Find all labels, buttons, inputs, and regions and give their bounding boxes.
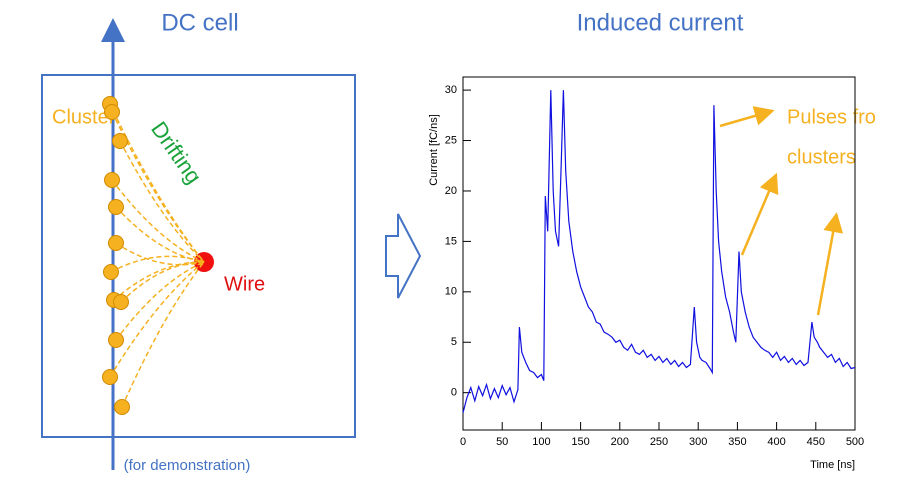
note: (for demonstration) — [124, 457, 251, 474]
diagram-title: DC cell — [161, 9, 238, 36]
wire-label: Wire — [224, 273, 265, 295]
cluster-label: Cluster — [52, 106, 116, 128]
electron-cluster — [114, 399, 130, 415]
cell-box — [41, 74, 356, 438]
drift-path — [115, 242, 205, 266]
electron-cluster — [108, 332, 124, 348]
annotation-arrow — [719, 106, 775, 128]
annotation: Pulses fro — [787, 106, 876, 128]
x-axis-label: Time [ns] — [810, 459, 855, 471]
x-tick-label: 300 — [689, 436, 707, 448]
electron-cluster — [102, 369, 118, 385]
annotation-arrow — [816, 212, 844, 316]
chart-title: Induced current — [577, 9, 744, 36]
x-tick-label: 500 — [846, 436, 864, 448]
electron-cluster — [112, 133, 128, 149]
x-tick-label: 50 — [496, 436, 508, 448]
electron-cluster — [108, 235, 124, 251]
drift-label: Drifting — [146, 117, 206, 188]
y-tick-label: 30 — [445, 84, 457, 96]
x-tick-label: 200 — [611, 436, 629, 448]
electron-cluster — [103, 264, 119, 280]
x-tick-label: 150 — [571, 436, 589, 448]
y-tick-label: 5 — [451, 336, 457, 348]
y-tick-label: 15 — [445, 235, 457, 247]
drift-path — [119, 140, 205, 263]
x-tick-label: 350 — [728, 436, 746, 448]
drift-path — [115, 261, 205, 341]
drift-path — [113, 261, 205, 301]
drift-path — [109, 103, 205, 263]
drift-path — [109, 261, 205, 378]
y-tick-label: 0 — [451, 387, 457, 399]
y-axis-label: Current [fC/ns] — [428, 114, 440, 186]
flow-arrow — [385, 213, 422, 299]
drift-path — [111, 179, 205, 263]
drift-path — [121, 261, 205, 408]
annotation: clusters — [787, 146, 856, 168]
y-tick-label: 10 — [445, 286, 457, 298]
drift-path — [120, 261, 205, 303]
current-trace — [462, 90, 856, 414]
chart: Induced current Current [fC/ns] Time [ns… — [428, 9, 876, 471]
drift-path — [110, 255, 205, 273]
electron-cluster — [104, 172, 120, 188]
electron-cluster — [108, 199, 124, 215]
x-tick-label: 250 — [650, 436, 668, 448]
x-tick-label: 100 — [532, 436, 550, 448]
plot-frame — [462, 76, 856, 431]
electron-cluster — [104, 104, 120, 120]
drift-path — [115, 206, 205, 263]
x-tick-label: 450 — [807, 436, 825, 448]
y-tick-label: 25 — [445, 134, 457, 146]
dc-cell-diagram: DC cell Cluster Drifting Wire (for demon… — [41, 9, 356, 474]
y-tick-label: 20 — [445, 185, 457, 197]
electron-cluster — [113, 294, 129, 310]
x-tick-label: 400 — [767, 436, 785, 448]
annotation-arrow — [740, 172, 779, 256]
x-tick-label: 0 — [460, 436, 466, 448]
